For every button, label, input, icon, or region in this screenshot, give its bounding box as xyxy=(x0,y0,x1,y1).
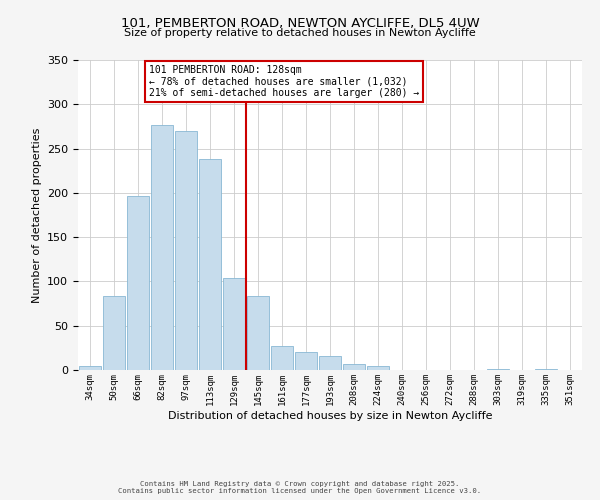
Bar xyxy=(367,366,389,370)
Bar xyxy=(247,296,269,370)
Bar xyxy=(175,131,197,370)
Text: 101, PEMBERTON ROAD, NEWTON AYCLIFFE, DL5 4UW: 101, PEMBERTON ROAD, NEWTON AYCLIFFE, DL… xyxy=(121,18,479,30)
Bar xyxy=(535,369,557,370)
Bar xyxy=(295,352,317,370)
Bar xyxy=(271,346,293,370)
Text: Contains HM Land Registry data © Crown copyright and database right 2025.
Contai: Contains HM Land Registry data © Crown c… xyxy=(118,481,482,494)
Bar xyxy=(127,196,149,370)
Bar xyxy=(319,356,341,370)
Bar xyxy=(79,366,101,370)
Bar xyxy=(151,124,173,370)
X-axis label: Distribution of detached houses by size in Newton Aycliffe: Distribution of detached houses by size … xyxy=(168,410,492,420)
Text: 101 PEMBERTON ROAD: 128sqm
← 78% of detached houses are smaller (1,032)
21% of s: 101 PEMBERTON ROAD: 128sqm ← 78% of deta… xyxy=(149,64,419,98)
Bar xyxy=(487,369,509,370)
Bar xyxy=(223,278,245,370)
Bar xyxy=(199,159,221,370)
Text: Size of property relative to detached houses in Newton Aycliffe: Size of property relative to detached ho… xyxy=(124,28,476,38)
Bar xyxy=(343,364,365,370)
Y-axis label: Number of detached properties: Number of detached properties xyxy=(32,128,41,302)
Bar xyxy=(103,296,125,370)
